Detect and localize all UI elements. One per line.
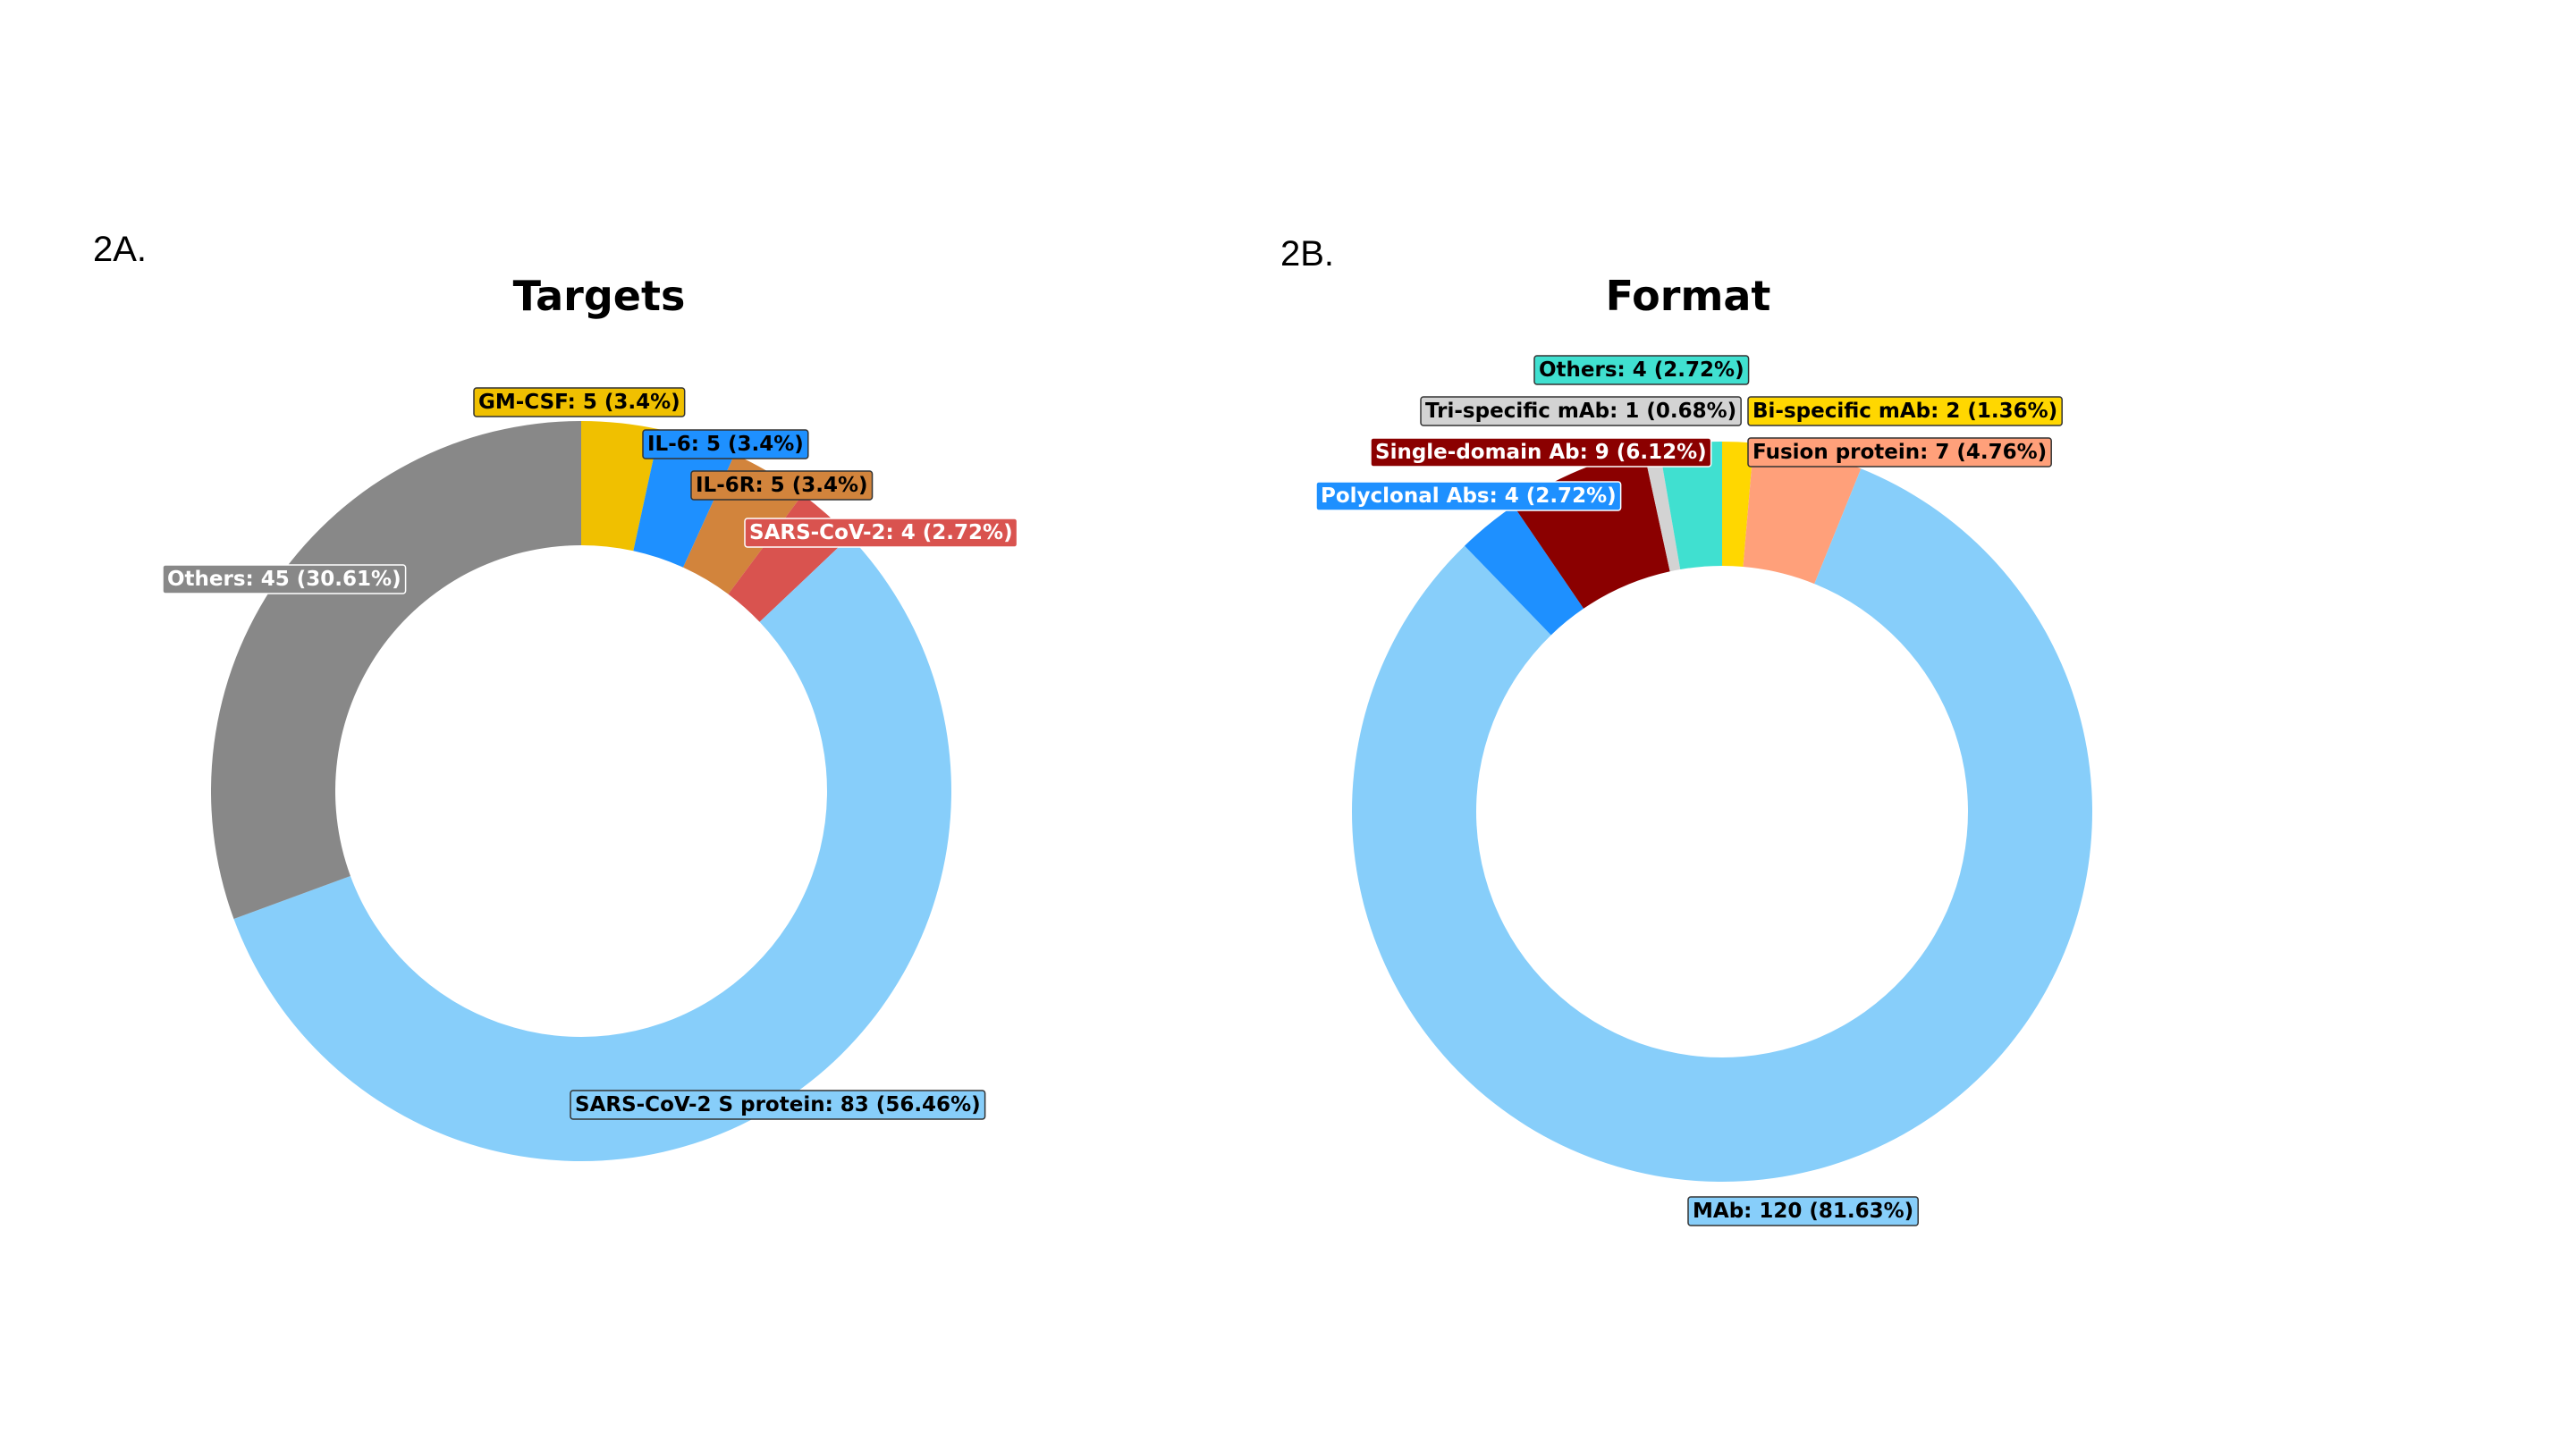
slice-label-text: SARS-CoV-2 S protein: 83 (56.46%)	[575, 1093, 981, 1116]
slice-fusion-protein	[1743, 442, 1862, 585]
slice-mab	[1352, 468, 2092, 1183]
slice-il-6	[633, 429, 735, 568]
slice-label-others: Others: 45 (30.61%)	[162, 564, 407, 594]
slice-label-box	[1533, 355, 1750, 385]
slice-label-text: Bi-specific mAb: 2 (1.36%)	[1753, 400, 2057, 423]
slice-label-text: Others: 4 (2.72%)	[1539, 358, 1744, 382]
slice-label-text: Single-domain Ab: 9 (6.12%)	[1375, 441, 1707, 464]
slice-label-il-6r: IL-6R: 5 (3.4%)	[690, 470, 874, 501]
slice-label-box	[1315, 481, 1622, 511]
slice-label-mab: MAb: 120 (81.63%)	[1687, 1196, 1919, 1226]
slice-label-box	[690, 470, 874, 501]
slice-label-text: IL-6R: 5 (3.4%)	[696, 474, 868, 497]
slice-polyclonal-abs	[1464, 505, 1584, 636]
slice-label-text: Tri-specific mAb: 1 (0.68%)	[1425, 400, 1736, 423]
slice-label-box	[1747, 396, 2063, 426]
slice-label-text: IL-6: 5 (3.4%)	[647, 433, 804, 456]
slice-label-polyclonal-abs: Polyclonal Abs: 4 (2.72%)	[1315, 481, 1622, 511]
slice-label-box	[1420, 396, 1742, 426]
chart-title-format: Format	[1606, 272, 1771, 320]
slice-label-text: SARS-CoV-2: 4 (2.72%)	[749, 521, 1013, 544]
donut-chart-format: Bi-specific mAb: 2 (1.36%) Fusion protein…	[1315, 355, 2092, 1226]
slice-label-box	[473, 387, 686, 417]
slice-label-gm-csf: GM-CSF: 5 (3.4%)	[473, 387, 686, 417]
slice-label-box	[1370, 437, 1712, 468]
slice-sars-cov-2-s-protein	[233, 536, 952, 1161]
slice-label-bi-specific-mab: Bi-specific mAb: 2 (1.36%)	[1747, 396, 2063, 426]
slice-label-box	[162, 564, 407, 594]
slice-label-box	[1747, 437, 2052, 468]
slice-label-text: Others: 45 (30.61%)	[167, 568, 401, 591]
slice-label-il-6: IL-6: 5 (3.4%)	[642, 429, 809, 459]
slice-label-text: MAb: 120 (81.63%)	[1693, 1200, 1913, 1223]
slice-gm-csf	[581, 421, 660, 552]
chart-title-targets: Targets	[513, 272, 686, 320]
slice-label-tri-specific-mab: Tri-specific mAb: 1 (0.68%)	[1420, 396, 1742, 426]
slice-bi-specific-mab	[1722, 442, 1754, 568]
donut-chart-targets: GM-CSF: 5 (3.4%) IL-6: 5 (3.4%) IL-6R: 5 (…	[162, 387, 1018, 1161]
slice-label-box	[570, 1090, 986, 1120]
slice-label-sars-cov-2: SARS-CoV-2: 4 (2.72%)	[744, 518, 1018, 548]
slice-label-text: GM-CSF: 5 (3.4%)	[478, 391, 680, 414]
slice-label-sars-cov-2-s-protein: SARS-CoV-2 S protein: 83 (56.46%)	[570, 1090, 986, 1120]
slice-label-single-domain-ab: Single-domain Ab: 9 (6.12%)	[1370, 437, 1712, 468]
slice-label-box	[744, 518, 1018, 548]
slice-others	[1659, 442, 1722, 570]
slice-label-text: Polyclonal Abs: 4 (2.72%)	[1321, 484, 1617, 508]
slice-label-fusion-protein: Fusion protein: 7 (4.76%)	[1747, 437, 2052, 468]
slice-label-box	[1687, 1196, 1919, 1226]
slice-label-others: Others: 4 (2.72%)	[1533, 355, 1750, 385]
slice-others	[210, 421, 581, 919]
panel-label-2a: 2A.	[93, 230, 147, 269]
slice-tri-specific-mab	[1643, 447, 1681, 572]
slice-label-text: Fusion protein: 7 (4.76%)	[1753, 441, 2047, 464]
panel-label-2b: 2B.	[1280, 234, 1334, 274]
slice-label-box	[642, 429, 809, 459]
